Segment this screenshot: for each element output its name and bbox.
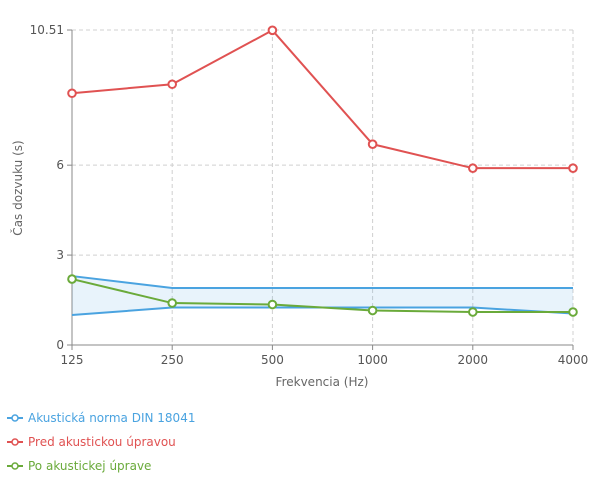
data-point [67,274,77,284]
legend-label: Pred akustickou úpravou [28,435,176,449]
data-point [267,25,278,36]
data-point [167,298,177,308]
series-1 [67,274,578,317]
data-point [568,307,578,317]
y-axis-label: Čas dozvuku (s) [10,140,25,235]
din-norm-upper-line [71,275,573,290]
din-norm-band-area [72,276,573,316]
din-norm-band [71,275,574,317]
y-tick-label: 0 [56,338,64,352]
chart-legend: Akustická norma DIN 18041 Pred akusticko… [6,406,195,478]
legend-item-before[interactable]: Pred akustickou úpravou [6,430,195,454]
y-tick-label: 3 [56,248,64,262]
legend-label: Po akustickej úprave [28,459,152,473]
x-axis-label: Frekvencia (Hz) [276,375,369,389]
data-point [468,307,478,317]
grid-lines [72,29,574,345]
series-0 [67,25,578,173]
x-tick-label: 500 [261,353,284,367]
x-tick-label: 1000 [357,353,388,367]
x-tick-label: 4000 [558,353,589,367]
data-point [267,299,278,310]
tick-labels: 0 3 6 10.51 125 250 500 1000 2000 4000 [30,23,589,367]
legend-marker-icon [7,438,23,446]
reverberation-chart: 0 3 6 10.51 125 250 500 1000 2000 4000 Frekvencia… [10,23,589,389]
axes [67,29,574,350]
data-point [167,79,177,90]
x-tick-label: 125 [61,353,84,367]
y-tick-label: 10.51 [30,23,64,37]
legend-label: Akustická norma DIN 18041 [28,411,196,425]
data-point [67,88,77,99]
legend-item-din-norm[interactable]: Akustická norma DIN 18041 [6,406,195,430]
y-tick-label: 6 [56,158,64,172]
x-tick-label: 250 [161,353,184,367]
x-tick-label: 2000 [458,353,489,367]
series-line [71,278,573,314]
legend-marker-icon [7,414,23,422]
data-point [568,163,578,173]
legend-marker-icon [7,462,23,470]
series-lines [67,25,578,317]
data-point [367,139,378,149]
data-point [468,163,478,173]
series-line [71,29,573,170]
data-point [367,305,378,316]
legend-item-after[interactable]: Po akustickej úprave [6,454,195,478]
